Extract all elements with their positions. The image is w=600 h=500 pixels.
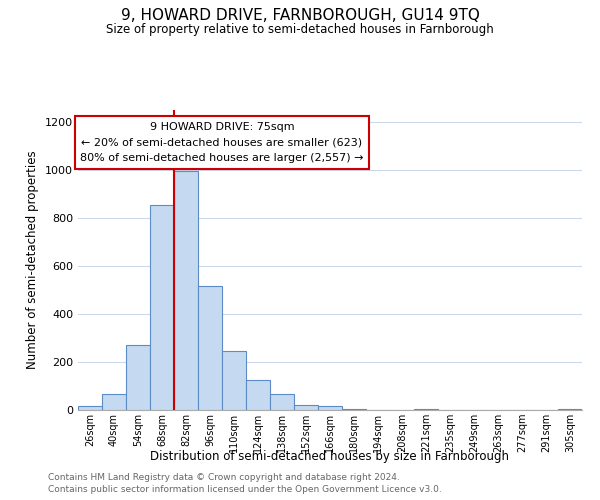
Bar	[342, 409, 366, 410]
Bar	[222, 351, 246, 410]
Text: Size of property relative to semi-detached houses in Farnborough: Size of property relative to semi-detach…	[106, 22, 494, 36]
Text: 9 HOWARD DRIVE: 75sqm
← 20% of semi-detached houses are smaller (623)
80% of sem: 9 HOWARD DRIVE: 75sqm ← 20% of semi-deta…	[80, 122, 364, 163]
Bar	[126, 345, 150, 410]
Text: 9, HOWARD DRIVE, FARNBOROUGH, GU14 9TQ: 9, HOWARD DRIVE, FARNBOROUGH, GU14 9TQ	[121, 8, 479, 22]
Bar	[174, 171, 198, 410]
Text: Distribution of semi-detached houses by size in Farnborough: Distribution of semi-detached houses by …	[151, 450, 509, 463]
Bar	[318, 406, 342, 410]
Y-axis label: Number of semi-detached properties: Number of semi-detached properties	[26, 150, 40, 370]
Bar	[102, 394, 126, 410]
Bar	[294, 405, 318, 410]
Bar	[150, 205, 174, 410]
Bar	[414, 409, 438, 410]
Bar	[270, 394, 294, 410]
Bar	[198, 286, 222, 410]
Bar	[78, 406, 102, 410]
Bar	[246, 380, 270, 410]
Bar	[558, 409, 582, 410]
Text: Contains public sector information licensed under the Open Government Licence v3: Contains public sector information licen…	[48, 485, 442, 494]
Text: Contains HM Land Registry data © Crown copyright and database right 2024.: Contains HM Land Registry data © Crown c…	[48, 472, 400, 482]
